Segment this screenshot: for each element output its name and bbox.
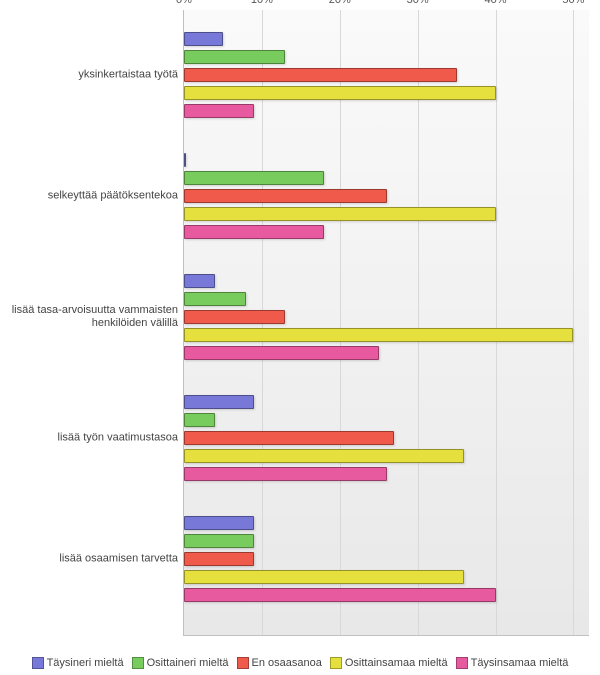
category-group [184,32,589,118]
legend: Täysineri mieltä Osittaineri mieltä En osa… [0,657,600,669]
legend-item: Täysinsamaa mieltä [456,657,569,669]
xtick-label: 40% [485,0,507,6]
legend-label: Täysinsamaa mieltä [471,657,569,669]
bar [184,534,254,548]
bar [184,32,223,46]
legend-swatch [32,657,44,669]
bar [184,413,215,427]
bar [184,467,387,481]
bar [184,171,324,185]
category-group [184,274,589,360]
ytick-label: lisää työn vaatimustasoa [8,431,178,444]
ytick-label: lisää tasa-arvoisuutta vammaisten henkil… [8,304,178,330]
xtick-label: 20% [329,0,351,6]
bar [184,50,285,64]
bar [184,516,254,530]
legend-item: Osittaineri mieltä [132,657,229,669]
bar [184,292,246,306]
bar [184,225,324,239]
category-group [184,395,589,481]
legend-item: Osittainsamaa mieltä [330,657,448,669]
bar [184,68,457,82]
legend-label: Täysineri mieltä [47,657,124,669]
bar [184,104,254,118]
ytick-label: selkeyttää päätöksentekoa [8,189,178,202]
legend-label: Osittaineri mieltä [147,657,229,669]
bar [184,346,379,360]
chart-container: 0%10%20%30%40%50% Täysineri mieltäOsitta… [0,0,600,675]
ytick-label: yksinkertaistaa työtä [8,68,178,81]
bar [184,431,394,445]
xtick-label: 0% [176,0,192,6]
bar [184,570,464,584]
plot-area: 0%10%20%30%40%50% [183,10,589,636]
bar [184,189,387,203]
category-group [184,516,589,602]
bar [184,310,285,324]
legend-swatch [330,657,342,669]
legend-item: Täysineri mieltä [32,657,124,669]
category-group [184,153,589,239]
bar [184,449,464,463]
bar [184,328,573,342]
xtick-label: 10% [251,0,273,6]
legend-swatch [132,657,144,669]
ytick-label: lisää osaamisen tarvetta [8,552,178,565]
legend-label: En osaasanoa [252,657,322,669]
legend-item: En osaasanoa [237,657,322,669]
bar [184,274,215,288]
legend-swatch [237,657,249,669]
bar [184,588,496,602]
bar [184,86,496,100]
legend-label: Osittainsamaa mieltä [345,657,448,669]
xtick-label: 30% [407,0,429,6]
bar [184,207,496,221]
xtick-label: 50% [562,0,584,6]
bar [184,395,254,409]
bar [184,153,186,167]
bar [184,552,254,566]
legend-swatch [456,657,468,669]
